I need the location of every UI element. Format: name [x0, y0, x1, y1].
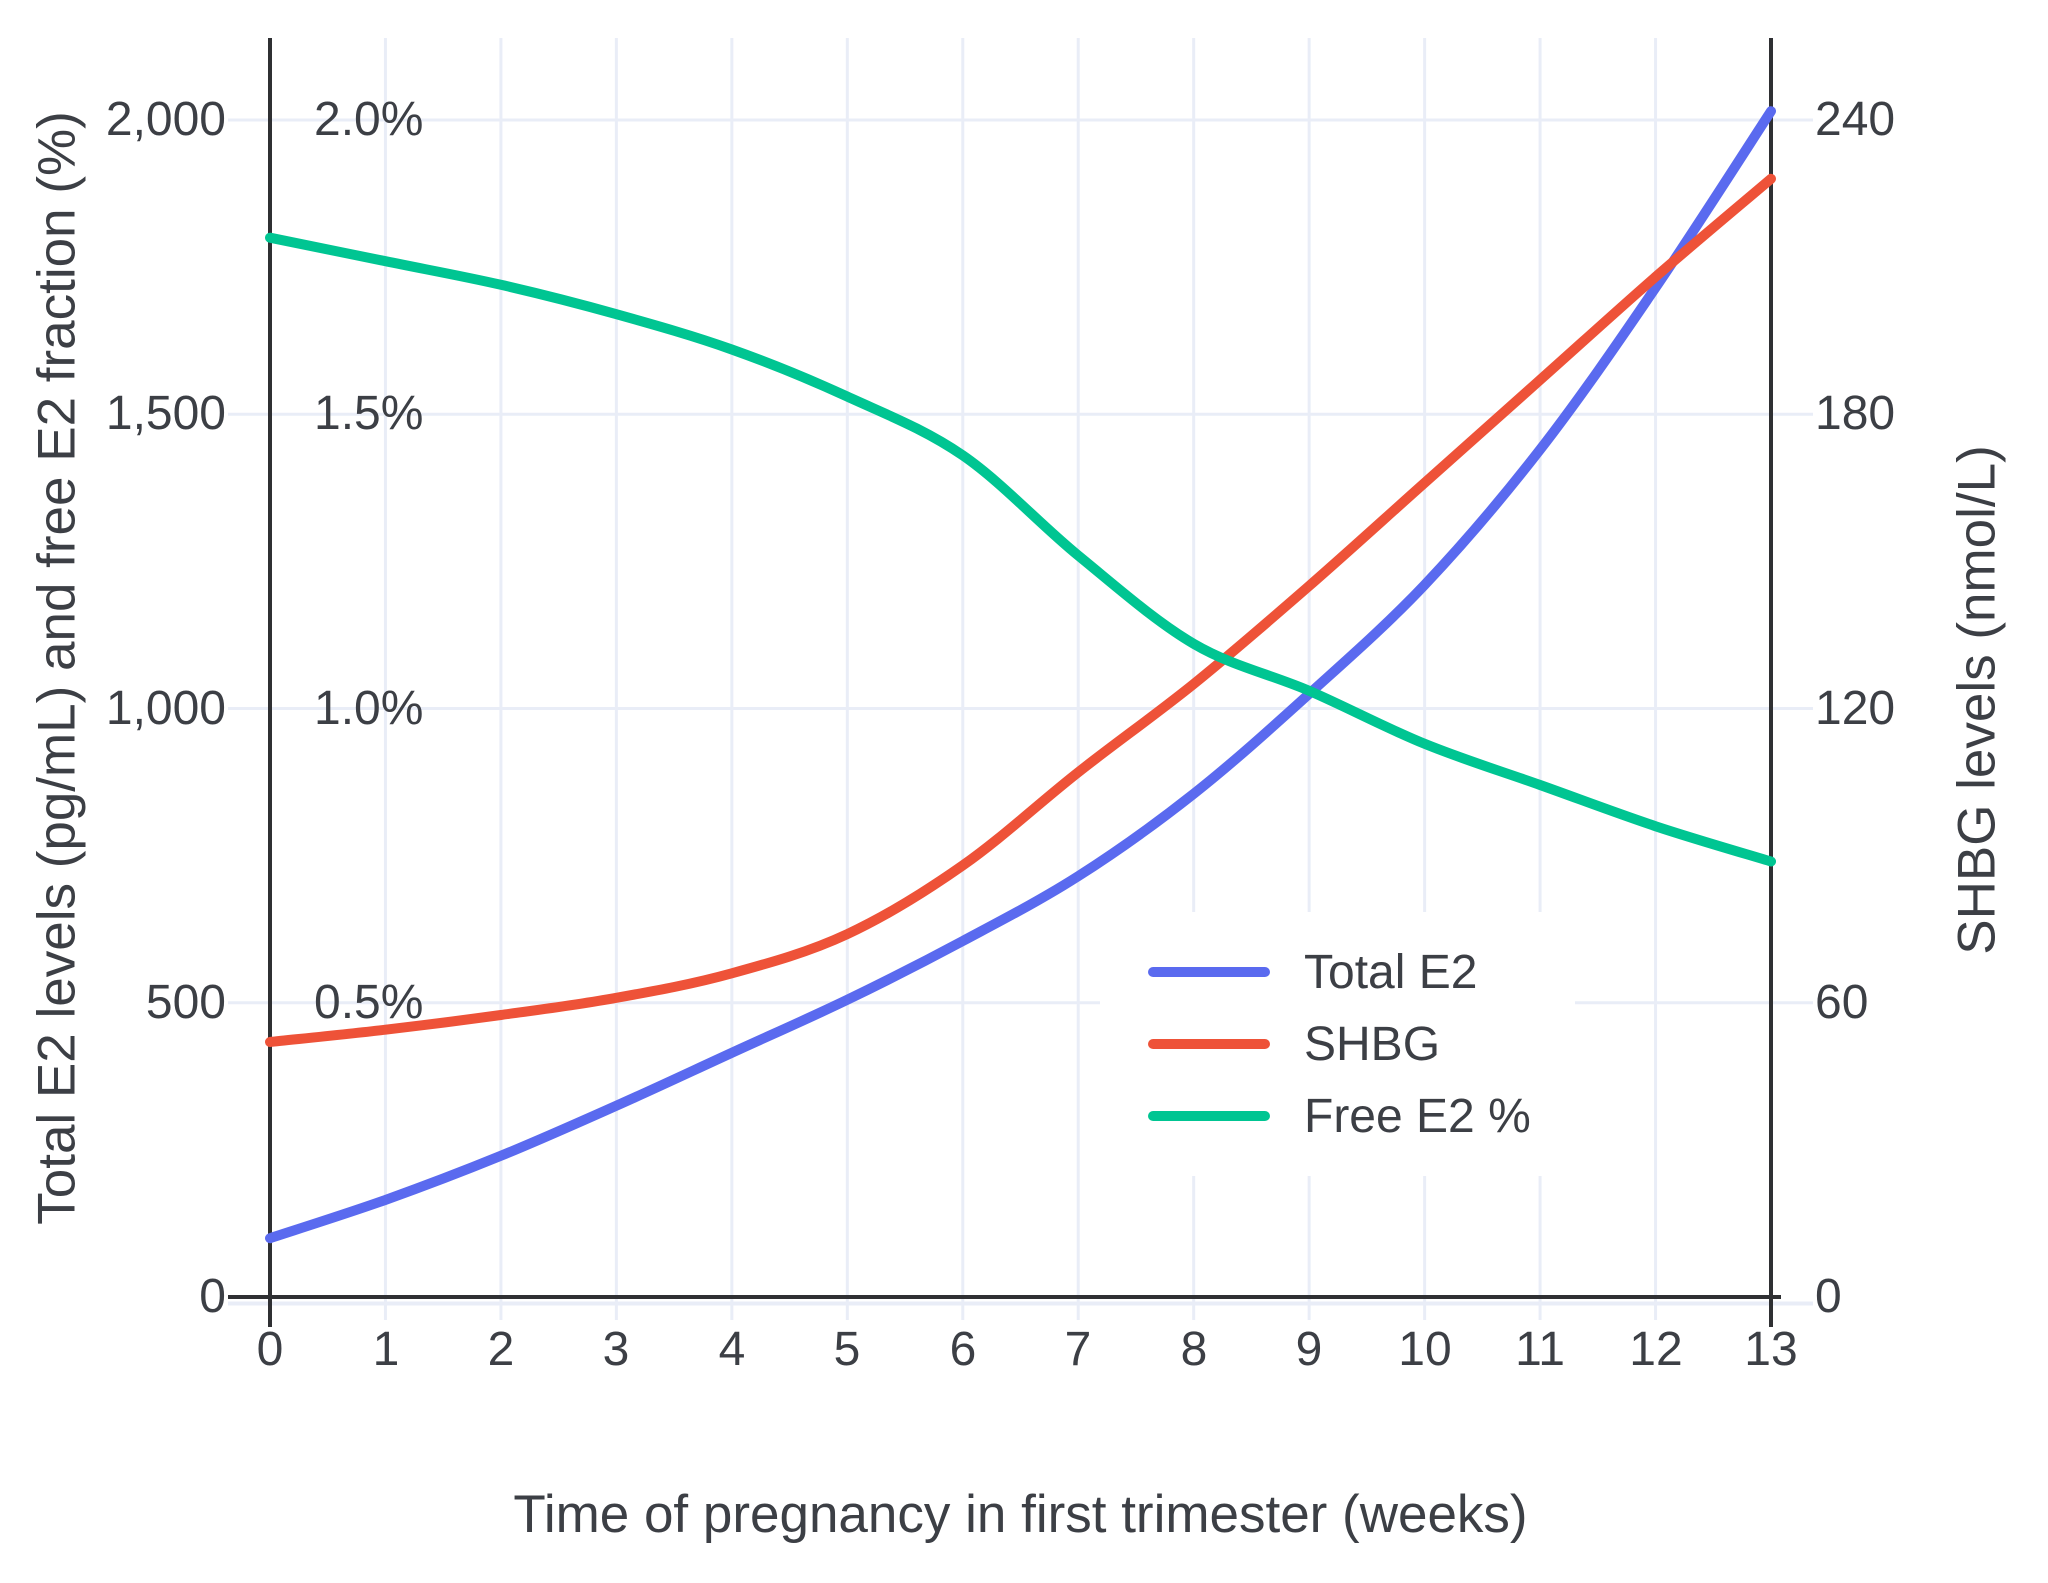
y-axis-tick-label-right: 180 — [1815, 387, 1896, 440]
legend: Total E2 SHBG Free E2 % — [1100, 912, 1575, 1176]
percent-tick-label: 2.0% — [314, 93, 424, 146]
x-axis-title: Time of pregnancy in first trimester (we… — [513, 1485, 1528, 1544]
x-axis-tick-label: 1 — [372, 1323, 400, 1376]
y-axis-tick-label-left: 1,500 — [105, 387, 226, 440]
free-e2-line-swatch — [1148, 1111, 1270, 1121]
shbg-curve — [265, 173, 1776, 1047]
y-axis-tick-label-right: 240 — [1815, 93, 1896, 146]
percent-tick-label: 0.5% — [314, 976, 424, 1029]
x-axis-tick-label: 4 — [718, 1323, 746, 1376]
x-axis-tick-label: 8 — [1180, 1323, 1208, 1376]
x-axis-tick-label: 13 — [1744, 1323, 1798, 1376]
x-axis-tick-label: 3 — [602, 1323, 630, 1376]
y-axis-tick-label-left: 500 — [145, 976, 226, 1029]
y-axis-tick-label-right: 0 — [1815, 1270, 1842, 1323]
y-axis-tick-label-left: 1,000 — [105, 682, 226, 735]
x-axis-tick-label: 11 — [1515, 1323, 1565, 1376]
y-axis-tick-label-left: 2,000 — [105, 93, 226, 146]
y-axis-title-right: SHBG levels (nmol/L) — [1947, 445, 2007, 955]
y-axis-tick-label-right: 120 — [1815, 682, 1896, 735]
x-axis-tick-label: 0 — [256, 1323, 284, 1376]
x-axis-tick-label: 9 — [1295, 1323, 1323, 1376]
x-axis-tick-label: 2 — [487, 1323, 515, 1376]
y-axis-tick-label-right: 60 — [1815, 976, 1869, 1029]
percent-tick-label: 1.0% — [314, 682, 424, 735]
x-axis-tick-label: 12 — [1629, 1323, 1683, 1376]
legend-label: Free E2 % — [1304, 1089, 1531, 1143]
percent-tick-label: 1.5% — [314, 387, 424, 440]
legend-label: Total E2 — [1304, 945, 1478, 999]
legend-item-shbg[interactable]: SHBG — [1148, 1008, 1531, 1080]
legend-item-total-e2[interactable]: Total E2 — [1148, 936, 1531, 1008]
x-axis-tick-label: 7 — [1064, 1323, 1092, 1376]
total-e2-line-swatch — [1148, 967, 1270, 977]
y-axis-tick-label-left: 0 — [199, 1270, 226, 1323]
y-axis-title-left: Total E2 levels (pg/mL) and free E2 frac… — [27, 111, 87, 1225]
legend-item-free-e2[interactable]: Free E2 % — [1148, 1080, 1531, 1152]
total-e2-curve — [265, 106, 1776, 1244]
x-axis-tick-label: 5 — [833, 1323, 861, 1376]
free-e2-curve — [265, 232, 1776, 867]
x-axis-tick-label: 6 — [949, 1323, 977, 1376]
shbg-line-swatch — [1148, 1039, 1270, 1049]
x-axis-tick-label: 10 — [1398, 1323, 1452, 1376]
legend-label: SHBG — [1304, 1017, 1441, 1071]
